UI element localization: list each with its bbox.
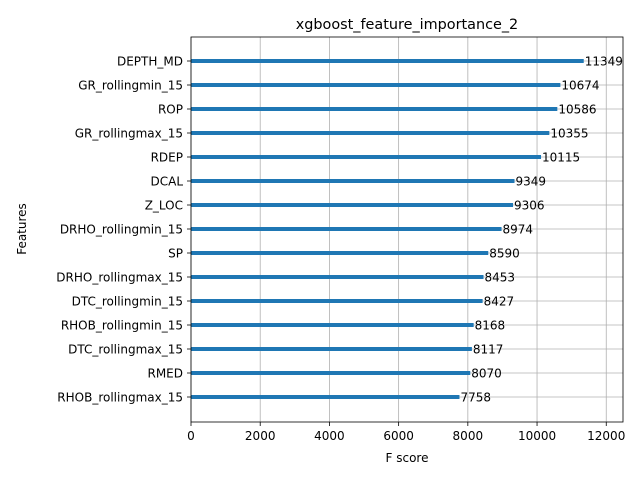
y-tick-label: SP (168, 247, 183, 261)
y-tick-label: GR_rollingmax_15 (75, 127, 183, 141)
data-label: 8427 (484, 295, 515, 309)
data-label: 8168 (475, 319, 506, 333)
y-tick-label: GR_rollingmin_15 (78, 79, 183, 93)
bars (191, 59, 584, 399)
data-label: 9349 (516, 175, 547, 189)
y-tick-label: ROP (158, 103, 183, 117)
data-labels: 11349 10674 10586 10355 10115 9349 9306 8974 859… (460, 55, 622, 405)
x-tick-label: 8000 (453, 429, 484, 443)
data-label: 8974 (503, 223, 534, 237)
data-label: 9306 (514, 199, 545, 213)
bar-DRHO_rollingmax_15 (191, 275, 484, 279)
y-tick-label: RDEP (151, 151, 183, 165)
y-tick-label: DRHO_rollingmax_15 (56, 271, 183, 285)
data-label: 8590 (489, 247, 520, 261)
x-tick-label: 10000 (518, 429, 556, 443)
data-label: 10586 (558, 103, 596, 117)
data-label: 10674 (561, 79, 599, 93)
bar-RHOB_rollingmin_15 (191, 323, 474, 327)
bar-ROP (191, 107, 558, 111)
bar-DCAL (191, 179, 515, 183)
y-tick-label: Z_LOC (145, 199, 183, 213)
x-axis-ticks: 0 2000 4000 6000 8000 10000 12000 (187, 422, 625, 443)
bar-RDEP (191, 155, 542, 159)
bar-Z_LOC (191, 203, 514, 207)
bar-RHOB_rollingmax_15 (191, 395, 460, 399)
x-axis-label: F score (386, 451, 429, 465)
bar-RMED (191, 371, 471, 375)
bar-DTC_rollingmax_15 (191, 347, 472, 351)
y-axis-ticks: DEPTH_MD GR_rollingmin_15 ROP GR_rollingmax… (56, 55, 191, 405)
x-tick-label: 6000 (383, 429, 414, 443)
bar-SP (191, 251, 489, 255)
x-tick-label: 2000 (245, 429, 276, 443)
y-tick-label: DTC_rollingmin_15 (72, 295, 183, 309)
data-label: 7758 (460, 391, 491, 405)
y-tick-label: RHOB_rollingmax_15 (57, 391, 183, 405)
x-tick-label: 12000 (587, 429, 625, 443)
bar-GR_rollingmax_15 (191, 131, 550, 135)
x-tick-label: 4000 (314, 429, 345, 443)
y-tick-label: RHOB_rollingmin_15 (61, 319, 183, 333)
y-tick-label: RMED (147, 367, 183, 381)
data-label: 8070 (471, 367, 502, 381)
y-tick-label: DEPTH_MD (117, 55, 183, 69)
bar-DEPTH_MD (191, 59, 584, 63)
y-tick-label: DCAL (150, 175, 183, 189)
y-tick-label: DRHO_rollingmin_15 (60, 223, 183, 237)
bar-DTC_rollingmin_15 (191, 299, 483, 303)
plot-frame (190, 36, 624, 423)
data-label: 10115 (542, 151, 580, 165)
chart-title: xgboost_feature_importance_2 (296, 17, 518, 33)
x-tick-label: 0 (187, 429, 195, 443)
bar-GR_rollingmin_15 (191, 83, 561, 87)
data-label: 10355 (550, 127, 588, 141)
bar-DRHO_rollingmin_15 (191, 227, 502, 231)
y-tick-label: DTC_rollingmax_15 (68, 343, 183, 357)
data-label: 8117 (473, 343, 504, 357)
data-label: 8453 (485, 271, 516, 285)
data-label: 11349 (585, 55, 623, 69)
y-axis-label: Features (15, 203, 29, 255)
